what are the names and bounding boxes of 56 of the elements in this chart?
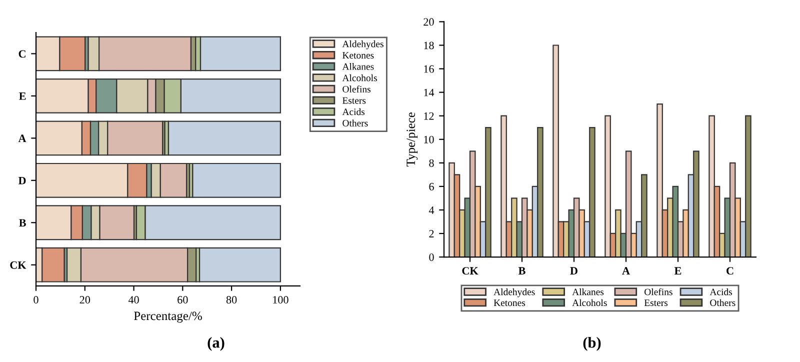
y-tick-label: 14 — [424, 88, 434, 96]
y-tick-label: 4 — [428, 206, 434, 214]
bar — [500, 115, 507, 258]
y-tick-label: 12 — [424, 112, 434, 120]
legend-label: Acids — [342, 108, 365, 116]
y-tick-label: B — [19, 219, 26, 227]
bar — [552, 44, 559, 258]
y-tick-label: 8 — [429, 159, 434, 167]
legend-label: Aldehydes — [342, 40, 384, 50]
bar — [604, 115, 611, 258]
bar — [168, 120, 281, 156]
x-tick-label: C — [726, 267, 734, 275]
y-tick-label: CK — [10, 261, 26, 269]
legend-label: Alkanes — [342, 63, 374, 70]
y-tick-label: 0 — [429, 253, 434, 261]
x-tick-label: 60 — [178, 296, 188, 304]
y-tick-label: 2 — [429, 230, 434, 238]
x-tick-label: B — [518, 267, 526, 274]
x-tick-label: 40 — [128, 296, 139, 304]
y-tick-label: 16 — [424, 65, 434, 73]
legend-label: Alcohols — [572, 299, 607, 306]
y-tick-label: 18 — [424, 42, 434, 50]
y-tick-label: D — [18, 176, 26, 184]
y-tick-label: 10 — [424, 136, 434, 144]
legend-label: Esters — [342, 97, 366, 104]
legend-label: Alcohols — [342, 74, 377, 82]
text: (a) — [208, 336, 224, 351]
y-tick-label: 6 — [429, 182, 434, 190]
x-tick-label: E — [674, 267, 682, 274]
legend-label: Others — [710, 299, 736, 306]
legend-label: Esters — [644, 300, 668, 306]
x-tick-label: A — [622, 267, 630, 274]
y-axis-title: Type/piece — [406, 112, 418, 166]
x-tick-label: 20 — [80, 296, 90, 304]
y-tick-label: A — [18, 134, 26, 142]
legend-label: Ketones — [494, 300, 526, 306]
x-axis-title: Percentage/% — [134, 312, 202, 323]
bar — [192, 162, 281, 198]
bar — [656, 104, 663, 258]
bar — [198, 247, 281, 282]
y-tick-label: 20 — [424, 18, 434, 26]
legend-label: Ketones — [342, 52, 374, 59]
legend-label: Alkanes — [572, 288, 604, 296]
legend-label: Olefins — [644, 288, 672, 296]
legend-label: Aldehydes — [494, 288, 535, 298]
legend-label: Others — [342, 120, 368, 126]
y-tick-label: E — [19, 92, 26, 100]
legend-label: Acids — [710, 288, 732, 296]
y-tick-label: C — [18, 50, 26, 58]
x-tick-label: 100 — [273, 296, 288, 304]
text: (b) — [583, 336, 601, 351]
x-tick-label: CK — [462, 267, 478, 275]
x-tick-label: D — [570, 267, 578, 274]
legend-label: Olefins — [342, 86, 370, 93]
x-tick-label: 0 — [34, 296, 38, 304]
x-tick-label: 80 — [226, 296, 237, 304]
